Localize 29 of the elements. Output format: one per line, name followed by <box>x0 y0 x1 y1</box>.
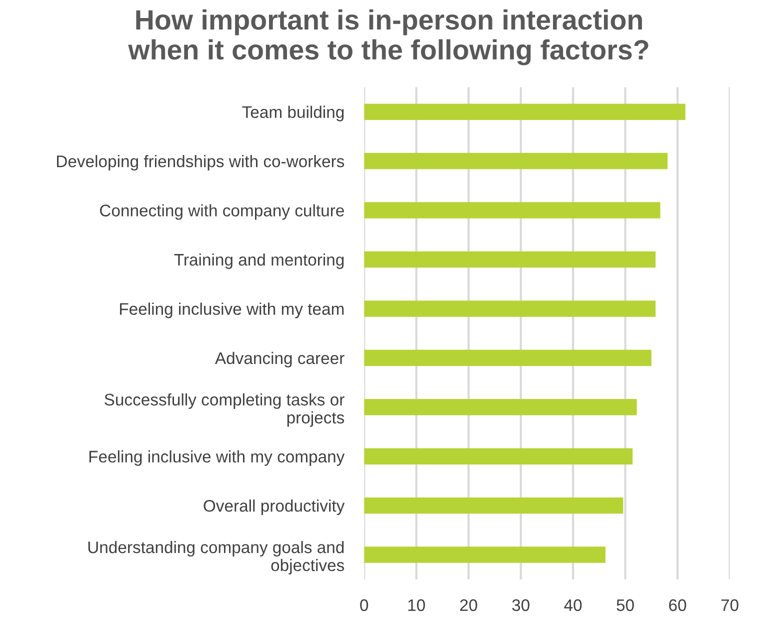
x-tick-label: 50 <box>616 599 634 612</box>
bar <box>364 350 652 366</box>
bar <box>364 300 656 317</box>
chart-title: How important is in-person interaction when it comes to the following factors? <box>128 9 648 66</box>
bar <box>364 448 633 464</box>
y-tick-label: Developing friendships with co-workers <box>57 155 344 171</box>
x-tick-label: 70 <box>721 599 738 612</box>
x-tick-label: 30 <box>512 599 530 612</box>
y-tick-label: Feeling inclusive with my company <box>89 450 345 466</box>
y-tick-label: Team building <box>242 106 344 122</box>
bar <box>364 104 686 120</box>
bar <box>364 202 660 218</box>
bar <box>364 399 637 416</box>
y-tick-label: Training and mentoring <box>174 253 344 269</box>
x-tick-label: 10 <box>408 599 425 612</box>
y-tick-label: Feeling inclusive with my team <box>120 302 344 318</box>
x-tick-label: 20 <box>460 599 478 612</box>
x-tick-label: 60 <box>669 599 686 612</box>
y-tick-label: Successfully completing tasks or projects <box>104 393 344 427</box>
bar <box>364 497 624 514</box>
bar <box>364 251 656 268</box>
bar <box>364 546 606 563</box>
y-tick-label: Understanding company goals and objectives <box>88 540 344 574</box>
x-tick-label: 0 <box>360 599 368 612</box>
x-tick-label: 40 <box>564 599 582 612</box>
bar <box>364 152 668 170</box>
y-tick-label: Advancing career <box>215 352 344 368</box>
y-tick-label: Connecting with company culture <box>100 204 344 220</box>
y-tick-label: Overall productivity <box>204 500 345 516</box>
